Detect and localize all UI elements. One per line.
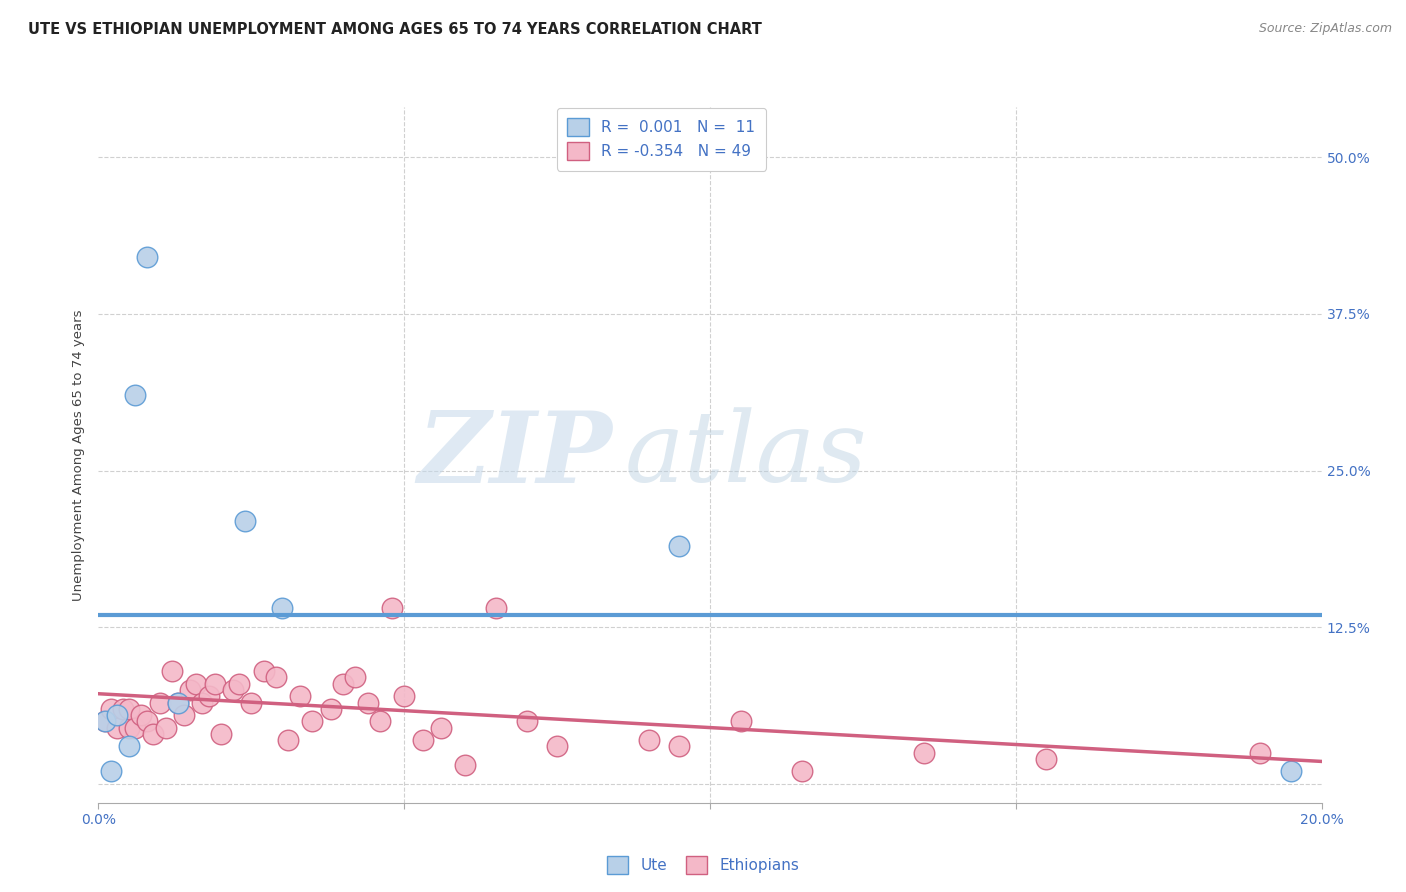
Text: UTE VS ETHIOPIAN UNEMPLOYMENT AMONG AGES 65 TO 74 YEARS CORRELATION CHART: UTE VS ETHIOPIAN UNEMPLOYMENT AMONG AGES… (28, 22, 762, 37)
Point (301, 714, 323, 729)
Point (344, 670, 367, 684)
Point (191, 696, 214, 710)
Text: ZIP: ZIP (418, 407, 612, 503)
Point (186, 676, 208, 690)
Point (118, 702, 141, 716)
Point (790, 764, 813, 779)
Point (93, 714, 115, 729)
Point (1279, 764, 1302, 779)
Point (392, 690, 416, 704)
Point (1249, 746, 1271, 760)
Point (264, 670, 287, 684)
Point (668, 739, 690, 754)
Text: Source: ZipAtlas.com: Source: ZipAtlas.com (1258, 22, 1392, 36)
Point (197, 690, 219, 704)
Point (173, 708, 195, 723)
Point (167, 696, 190, 710)
Point (252, 664, 274, 678)
Point (270, 601, 292, 615)
Point (277, 733, 299, 747)
Point (179, 683, 201, 698)
Point (228, 676, 250, 690)
Y-axis label: Unemployment Among Ages 65 to 74 years: Unemployment Among Ages 65 to 74 years (72, 310, 86, 600)
Point (637, 733, 661, 747)
Point (912, 746, 935, 760)
Point (430, 721, 453, 735)
Legend: Ute, Ethiopians: Ute, Ethiopians (600, 850, 806, 880)
Text: atlas: atlas (624, 408, 868, 502)
Point (546, 739, 568, 754)
Point (356, 696, 378, 710)
Point (240, 696, 263, 710)
Point (149, 696, 172, 710)
Point (118, 739, 141, 754)
Point (730, 714, 752, 729)
Point (93, 714, 115, 729)
Point (124, 721, 146, 735)
Point (204, 676, 226, 690)
Point (100, 764, 122, 779)
Point (167, 696, 190, 710)
Point (136, 251, 159, 265)
Point (290, 690, 312, 704)
Point (454, 758, 477, 772)
Point (668, 539, 690, 553)
Point (209, 727, 232, 741)
Point (516, 714, 538, 729)
Point (485, 601, 508, 615)
Point (142, 727, 165, 741)
Point (111, 702, 134, 716)
Point (222, 683, 245, 698)
Point (160, 664, 183, 678)
Point (124, 388, 146, 402)
Point (332, 676, 354, 690)
Point (319, 702, 342, 716)
Point (105, 708, 128, 723)
Point (155, 721, 177, 735)
Point (118, 721, 141, 735)
Point (381, 601, 404, 615)
Point (368, 714, 391, 729)
Point (1035, 752, 1057, 766)
Point (105, 721, 128, 735)
Legend: R =  0.001   N =  11, R = -0.354   N = 49: R = 0.001 N = 11, R = -0.354 N = 49 (557, 108, 766, 170)
Point (100, 702, 122, 716)
Point (233, 514, 256, 528)
Point (129, 708, 152, 723)
Point (412, 733, 434, 747)
Point (136, 714, 159, 729)
